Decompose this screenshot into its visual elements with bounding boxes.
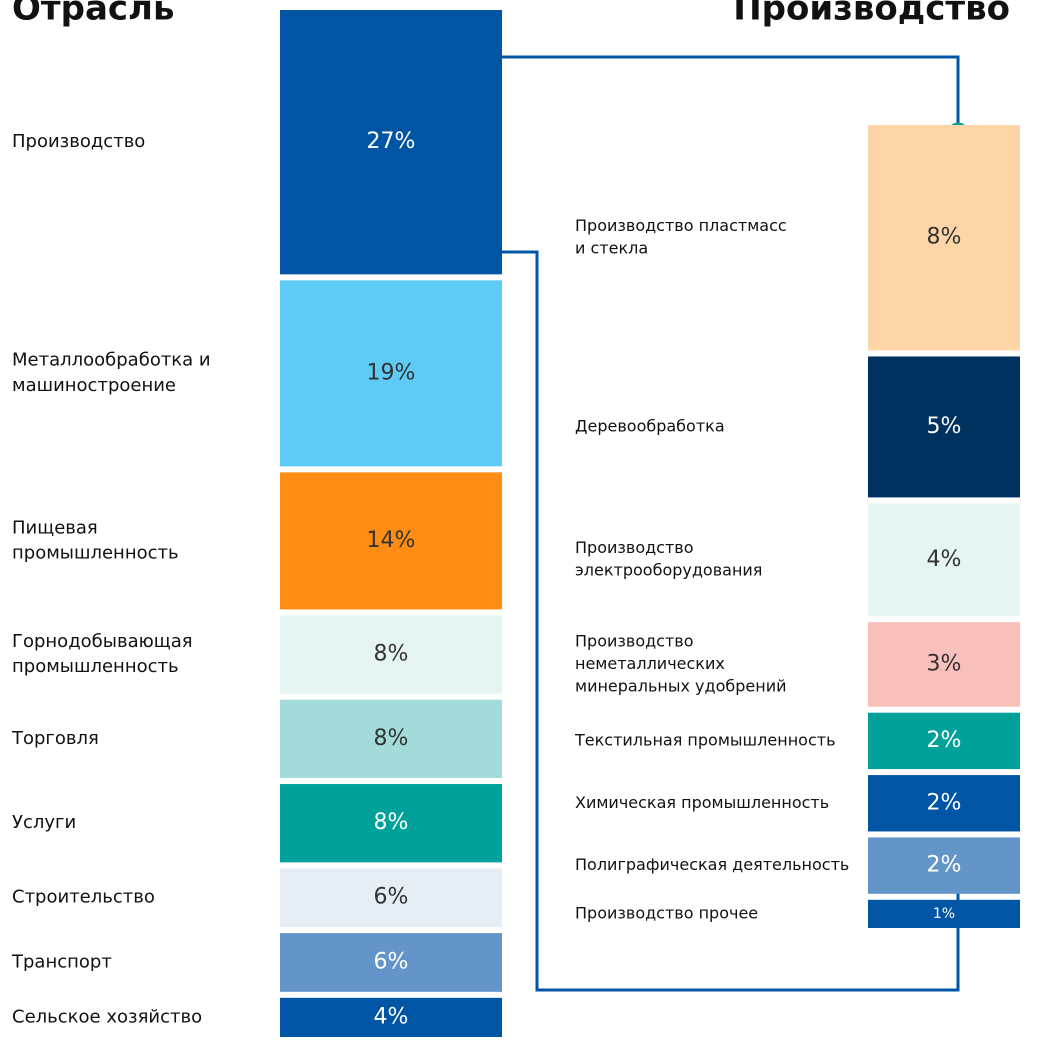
category-label: Производство xyxy=(575,538,694,557)
value-label: 6% xyxy=(374,885,409,910)
value-label: 2% xyxy=(927,790,962,815)
value-label: 19% xyxy=(367,360,416,385)
segment xyxy=(280,997,502,1037)
category-label: Химическая промышленность xyxy=(575,793,829,812)
segment xyxy=(280,699,502,779)
category-label: Горнодобывающая xyxy=(12,631,193,652)
value-label: 4% xyxy=(374,1004,409,1029)
segment xyxy=(868,899,1020,928)
value-label: 2% xyxy=(927,853,962,878)
category-label: Деревообработка xyxy=(575,416,725,435)
category-label: промышленность xyxy=(12,656,179,677)
connector-bottom xyxy=(502,250,960,992)
category-label: Транспорт xyxy=(11,951,112,972)
segment xyxy=(868,356,1020,498)
value-label: 8% xyxy=(374,642,409,667)
category-label: минеральных удобрений xyxy=(575,676,786,695)
segment xyxy=(868,712,1020,770)
value-label: 8% xyxy=(927,225,962,250)
category-label: неметаллических xyxy=(575,654,725,673)
value-label: 3% xyxy=(927,651,962,676)
category-label: Производство прочее xyxy=(575,903,758,922)
category-label: Производство xyxy=(12,131,145,152)
segment xyxy=(280,868,502,928)
category-label: Металлообработка и xyxy=(12,350,211,371)
category-label: промышленность xyxy=(12,542,179,563)
value-label: 8% xyxy=(374,810,409,835)
value-label: 2% xyxy=(927,728,962,753)
left-title: Отрасль xyxy=(12,0,174,29)
category-label: электрооборудования xyxy=(575,560,762,579)
segment xyxy=(868,503,1020,617)
segment xyxy=(868,125,1020,351)
category-label: Текстильная промышленность xyxy=(574,730,836,749)
value-label: 1% xyxy=(933,906,955,922)
category-label: Торговля xyxy=(11,728,99,749)
category-label: Полиграфическая деятельность xyxy=(575,855,849,874)
value-label: 27% xyxy=(367,129,416,154)
segment xyxy=(280,10,502,275)
value-label: 5% xyxy=(927,414,962,439)
category-label: Сельское хозяйство xyxy=(12,1006,202,1027)
category-label: Услуги xyxy=(12,812,76,833)
segment xyxy=(280,933,502,992)
segment xyxy=(280,615,502,694)
value-label: 6% xyxy=(374,949,409,974)
segment xyxy=(280,784,502,863)
category-label: Производство пластмасс xyxy=(575,216,787,235)
value-label: 8% xyxy=(374,726,409,751)
category-label: Строительство xyxy=(12,887,155,908)
category-label: Производство xyxy=(575,632,694,651)
segment xyxy=(868,622,1020,707)
connectors xyxy=(502,55,960,992)
category-label: Пищевая xyxy=(12,517,98,538)
segment xyxy=(868,775,1020,832)
value-label: 14% xyxy=(367,528,416,553)
segment xyxy=(868,837,1020,894)
connector-top xyxy=(502,55,960,126)
segment xyxy=(280,280,502,467)
category-label: машиностроение xyxy=(12,375,176,396)
category-label: и стекла xyxy=(575,238,648,257)
segment xyxy=(280,472,502,610)
value-label: 4% xyxy=(927,547,962,572)
right-title: Производство xyxy=(733,0,1010,29)
